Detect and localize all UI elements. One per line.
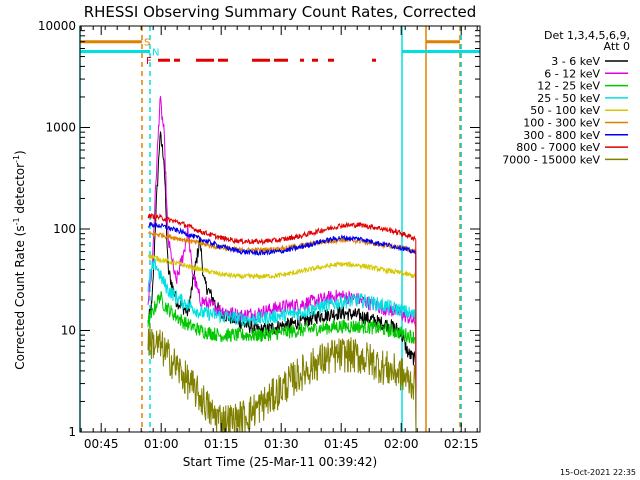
svg-text:Corrected Count Rate (s-1 dete: Corrected Count Rate (s-1 detector-1) bbox=[12, 150, 27, 369]
ylabel-end: ) bbox=[13, 150, 27, 155]
series-line-7 bbox=[147, 212, 417, 433]
legend-label-0: 3 - 6 keV bbox=[551, 55, 600, 68]
chart-title: RHESSI Observing Summary Count Rates, Co… bbox=[84, 3, 477, 21]
x-tick-label-4: 01:45 bbox=[324, 437, 359, 451]
date-stamp: 15-Oct-2021 22:35 bbox=[560, 468, 636, 477]
series-line-2 bbox=[147, 291, 417, 433]
y-axis-label: Corrected Count Rate (s-1 detector-1) bbox=[12, 150, 27, 369]
x-tick-label-0: 00:45 bbox=[84, 437, 119, 451]
legend-label-3: 25 - 50 keV bbox=[537, 92, 600, 105]
legend-label-2: 12 - 25 keV bbox=[537, 80, 600, 93]
legend-label-1: 6 - 12 keV bbox=[544, 67, 600, 80]
legend-header-2: Att 0 bbox=[604, 40, 630, 53]
series-line-4 bbox=[147, 254, 417, 433]
x-tick-label-2: 01:15 bbox=[204, 437, 239, 451]
x-tick-label-3: 01:30 bbox=[264, 437, 299, 451]
ylabel-mid: detector bbox=[13, 163, 27, 218]
y-tick-label-1: 10 bbox=[61, 324, 76, 338]
y-tick-label-2: 100 bbox=[53, 222, 76, 236]
x-tick-label-1: 01:00 bbox=[144, 437, 179, 451]
x-axis: 00:45 01:00 01:15 01:30 01:45 02:00 02:15 bbox=[80, 26, 479, 451]
y-tick-label-3: 1000 bbox=[45, 121, 76, 135]
y-tick-label-4: 10000 bbox=[38, 19, 76, 33]
legend-label-4: 50 - 100 keV bbox=[530, 104, 600, 117]
y-tick-label-0: 1 bbox=[68, 425, 76, 439]
ylabel-main: Corrected Count Rate (s bbox=[13, 225, 27, 369]
series-line-6 bbox=[147, 221, 417, 433]
legend-header-1: Det 1,3,4,5,6,9, bbox=[544, 29, 630, 42]
plot-border bbox=[79, 25, 481, 433]
plot-area: SNF 1 10 100 1000 10000 00:45 01:00 01:15 01:30… bbox=[38, 19, 481, 451]
y-axis: 1 10 100 1000 10000 bbox=[38, 19, 480, 439]
legend-label-5: 100 - 300 keV bbox=[523, 117, 600, 130]
x-axis-label: Start Time (25-Mar-11 00:39:42) bbox=[183, 455, 377, 469]
series-lines bbox=[147, 96, 417, 434]
ylabel-sup2: -1 bbox=[12, 155, 21, 163]
legend-label-6: 300 - 800 keV bbox=[523, 129, 600, 142]
series-line-0 bbox=[147, 131, 417, 433]
ylabel-sup1: -1 bbox=[12, 217, 21, 225]
state-bars: SNF bbox=[80, 38, 480, 67]
x-tick-label-6: 02:15 bbox=[444, 437, 479, 451]
legend-label-8: 7000 - 15000 keV bbox=[502, 153, 600, 166]
state-label-F: F bbox=[146, 56, 152, 67]
x-tick-label-5: 02:00 bbox=[384, 437, 419, 451]
series-line-8 bbox=[147, 324, 417, 434]
legend-label-7: 800 - 7000 keV bbox=[516, 141, 600, 154]
series-line-3 bbox=[147, 258, 417, 433]
state-label-S: S bbox=[144, 38, 150, 49]
plot-frame bbox=[79, 25, 481, 433]
state-label-N: N bbox=[152, 48, 159, 59]
